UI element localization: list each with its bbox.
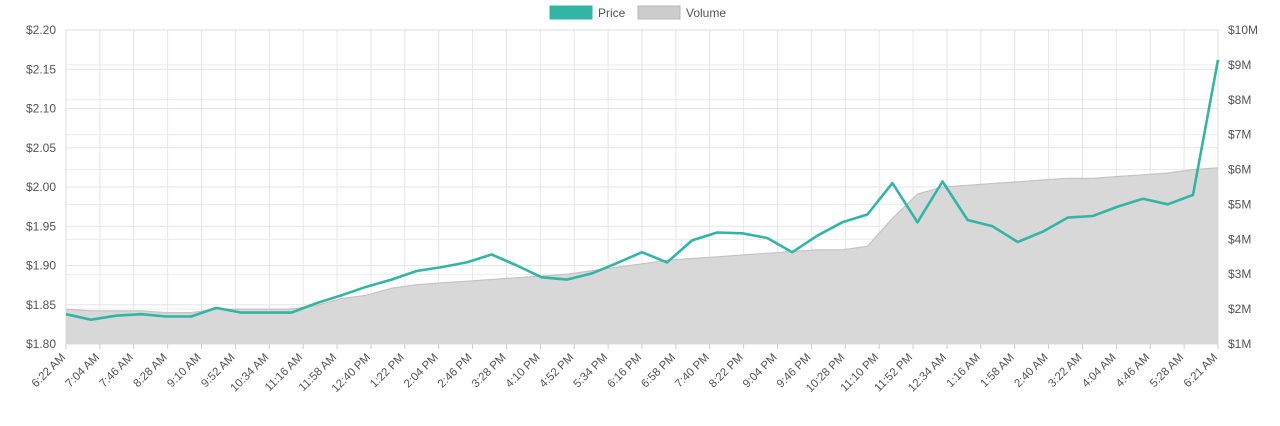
y-right-tick-label: $8M — [1228, 93, 1251, 107]
x-tick-label: 4:04 AM — [1080, 352, 1118, 390]
y-right-tick-label: $5M — [1228, 197, 1251, 211]
x-tick-label: 1:16 AM — [945, 352, 983, 390]
x-tick-label: 1:22 PM — [368, 352, 407, 391]
volume-area — [66, 167, 1218, 344]
x-tick-label: 2:04 PM — [402, 352, 441, 391]
x-tick-label: 6:21 AM — [1182, 352, 1220, 390]
legend-label: Volume — [686, 6, 726, 20]
x-tick-label: 6:58 PM — [639, 352, 678, 391]
y-left-tick-label: $2.15 — [26, 62, 56, 76]
x-axis: 6:22 AM7:04 AM7:46 AM8:28 AM9:10 AM9:52 … — [30, 344, 1220, 395]
y-left-tick-label: $2.20 — [26, 23, 56, 37]
price-line — [65, 59, 1220, 321]
x-tick-label: 2:46 PM — [436, 352, 475, 391]
x-tick-label: 8:22 PM — [707, 352, 746, 391]
y-right-tick-label: $9M — [1228, 58, 1251, 72]
x-tick-label: 3:28 PM — [470, 352, 509, 391]
x-tick-label: 9:04 PM — [741, 352, 780, 391]
x-tick-label: 9:10 AM — [165, 352, 203, 390]
x-tick-label: 7:40 PM — [673, 352, 712, 391]
y-left-tick-label: $1.90 — [26, 259, 56, 273]
legend[interactable]: Price Volume — [549, 5, 726, 20]
y-right-tick-label: $3M — [1228, 267, 1251, 281]
x-tick-label: 6:22 AM — [30, 352, 68, 390]
y-right-tick-label: $4M — [1228, 232, 1251, 246]
y-left-tick-label: $2.05 — [26, 141, 56, 155]
x-tick-label: 4:52 PM — [538, 352, 577, 391]
x-tick-label: 2:40 AM — [1012, 352, 1050, 390]
y-axis-right: $1M $2M $3M $4M $5M $6M $7M $8M $9M $10M — [1228, 23, 1258, 351]
price-series — [65, 59, 1220, 321]
y-left-tick-label: $2.10 — [26, 102, 56, 116]
x-tick-label: 5:34 PM — [571, 352, 610, 391]
legend-swatch — [637, 5, 681, 20]
legend-item-price[interactable]: Price — [549, 5, 626, 20]
y-left-tick-label: $2.00 — [26, 180, 56, 194]
legend-item-volume[interactable]: Volume — [637, 5, 726, 20]
y-right-tick-label: $1M — [1228, 337, 1251, 351]
x-tick-label: 3:22 AM — [1046, 352, 1084, 390]
x-tick-label: 1:58 AM — [978, 352, 1016, 390]
x-tick-label: 4:10 PM — [504, 352, 543, 391]
y-right-tick-label: $7M — [1228, 128, 1251, 142]
y-right-tick-label: $6M — [1228, 163, 1251, 177]
y-left-tick-label: $1.85 — [26, 298, 56, 312]
x-tick-label: 7:04 AM — [64, 352, 102, 390]
legend-swatch — [549, 5, 593, 20]
x-tick-label: 8:28 AM — [131, 352, 169, 390]
x-tick-label: 6:16 PM — [605, 352, 644, 391]
legend-label: Price — [598, 6, 626, 20]
x-tick-label: 4:46 AM — [1114, 352, 1152, 390]
y-left-tick-label: $1.95 — [26, 219, 56, 233]
x-tick-label: 5:28 AM — [1148, 352, 1186, 390]
volume-line — [65, 167, 1219, 314]
y-right-tick-label: $2M — [1228, 302, 1251, 316]
y-left-tick-label: $1.80 — [26, 337, 56, 351]
y-axis-left: $1.80 $1.85 $1.90 $1.95 $2.00 $2.05 $2.10 $2.15… — [26, 23, 56, 351]
volume-series — [65, 167, 1219, 344]
x-tick-label: 7:46 AM — [98, 352, 136, 390]
y-right-tick-label: $10M — [1228, 23, 1258, 37]
